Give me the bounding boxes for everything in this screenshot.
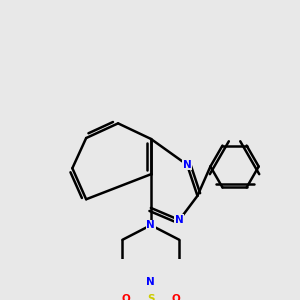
Text: N: N xyxy=(175,215,184,225)
Text: N: N xyxy=(183,160,191,170)
Text: O: O xyxy=(172,294,180,300)
Text: N: N xyxy=(146,277,155,287)
Text: S: S xyxy=(147,294,154,300)
Text: O: O xyxy=(122,294,130,300)
Text: N: N xyxy=(146,220,155,230)
